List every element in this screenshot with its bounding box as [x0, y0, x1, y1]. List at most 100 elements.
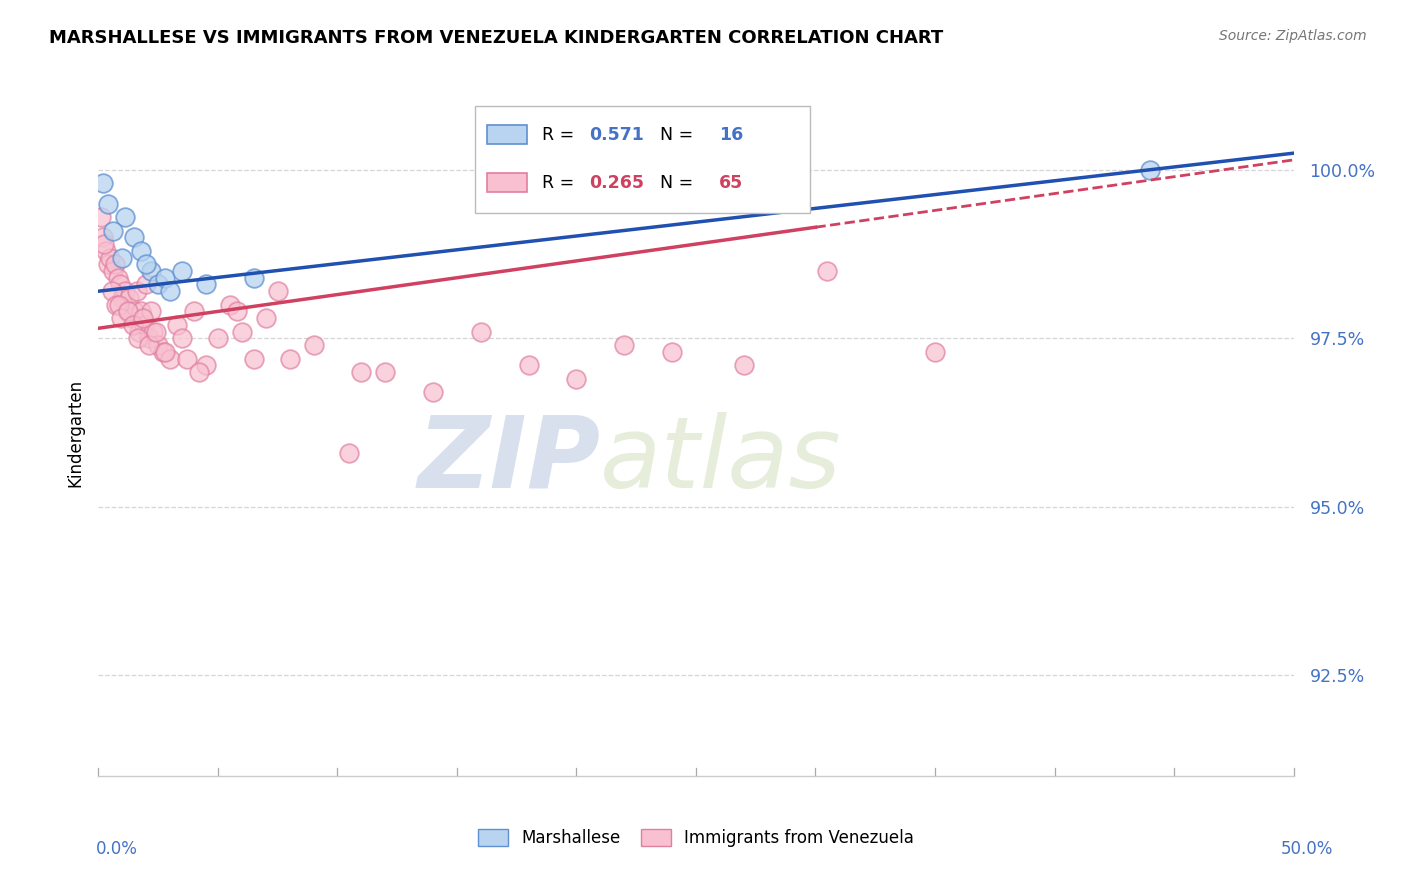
Point [93, 237, 115, 252]
Point [104, 257, 127, 271]
Point [94, 244, 117, 258]
Point [127, 331, 149, 345]
Point [267, 284, 290, 298]
Point [148, 338, 170, 352]
Point [142, 325, 165, 339]
Point [90, 210, 112, 224]
Text: ZIP: ZIP [418, 411, 600, 508]
Point [613, 338, 636, 352]
Point [128, 325, 150, 339]
Point [231, 325, 253, 339]
FancyBboxPatch shape [475, 106, 810, 213]
Point [155, 270, 177, 285]
Point [117, 304, 139, 318]
FancyBboxPatch shape [486, 125, 527, 145]
Legend: Marshallese, Immigrants from Venezuela: Marshallese, Immigrants from Venezuela [478, 829, 914, 847]
Point [470, 325, 492, 339]
Point [302, 338, 325, 352]
Point [124, 304, 146, 318]
Point [254, 311, 277, 326]
Point [125, 284, 148, 298]
Point [350, 365, 373, 379]
Point [565, 372, 588, 386]
Point [517, 359, 540, 373]
Point [110, 311, 132, 326]
Point [278, 351, 301, 366]
Point [135, 277, 157, 292]
Point [100, 284, 122, 298]
Text: 16: 16 [718, 126, 742, 144]
Point [172, 264, 194, 278]
Point [243, 351, 266, 366]
Point [111, 291, 134, 305]
Point [114, 284, 136, 298]
Point [1139, 163, 1161, 178]
Point [152, 344, 174, 359]
Point [155, 344, 177, 359]
Text: 0.571: 0.571 [589, 126, 644, 144]
Point [172, 331, 194, 345]
Point [114, 210, 136, 224]
Text: N =: N = [650, 174, 699, 192]
Text: Source: ZipAtlas.com: Source: ZipAtlas.com [1219, 29, 1367, 43]
Point [115, 304, 138, 318]
Point [339, 446, 361, 460]
Point [148, 277, 170, 292]
Point [733, 359, 755, 373]
Point [183, 304, 205, 318]
Point [138, 331, 160, 345]
Text: N =: N = [650, 126, 699, 144]
FancyBboxPatch shape [486, 173, 527, 193]
Point [101, 264, 124, 278]
Text: MARSHALLESE VS IMMIGRANTS FROM VENEZUELA KINDERGARTEN CORRELATION CHART: MARSHALLESE VS IMMIGRANTS FROM VENEZUELA… [49, 29, 943, 46]
Point [145, 325, 167, 339]
Point [195, 277, 218, 292]
Point [105, 298, 128, 312]
Point [97, 196, 120, 211]
Point [131, 311, 153, 326]
Point [374, 365, 396, 379]
Point [121, 311, 143, 326]
Point [166, 318, 188, 332]
Point [91, 230, 114, 244]
Text: 0.265: 0.265 [589, 174, 644, 192]
Point [159, 284, 181, 298]
Point [131, 244, 153, 258]
Point [108, 277, 131, 292]
Y-axis label: Kindergarten: Kindergarten [66, 378, 84, 487]
Point [207, 331, 229, 345]
Point [159, 351, 181, 366]
Point [118, 291, 141, 305]
Point [111, 251, 134, 265]
Point [107, 270, 129, 285]
Point [187, 365, 209, 379]
Point [219, 298, 242, 312]
Point [243, 270, 266, 285]
Point [132, 318, 155, 332]
Text: 65: 65 [718, 174, 742, 192]
Point [98, 251, 122, 265]
Text: R =: R = [541, 126, 579, 144]
Point [97, 257, 120, 271]
Point [924, 344, 946, 359]
Point [422, 385, 444, 400]
Point [817, 264, 839, 278]
Point [176, 351, 198, 366]
Point [107, 298, 129, 312]
Point [138, 338, 160, 352]
Point [195, 359, 218, 373]
Text: atlas: atlas [600, 411, 842, 508]
Text: 50.0%: 50.0% [1281, 840, 1333, 858]
Point [135, 257, 157, 271]
Point [122, 318, 145, 332]
Point [124, 230, 146, 244]
Text: R =: R = [541, 174, 579, 192]
Point [91, 177, 114, 191]
Text: 0.0%: 0.0% [96, 840, 138, 858]
Point [226, 304, 249, 318]
Point [139, 264, 162, 278]
Point [139, 304, 162, 318]
Point [661, 344, 683, 359]
Point [131, 304, 153, 318]
Point [101, 224, 124, 238]
